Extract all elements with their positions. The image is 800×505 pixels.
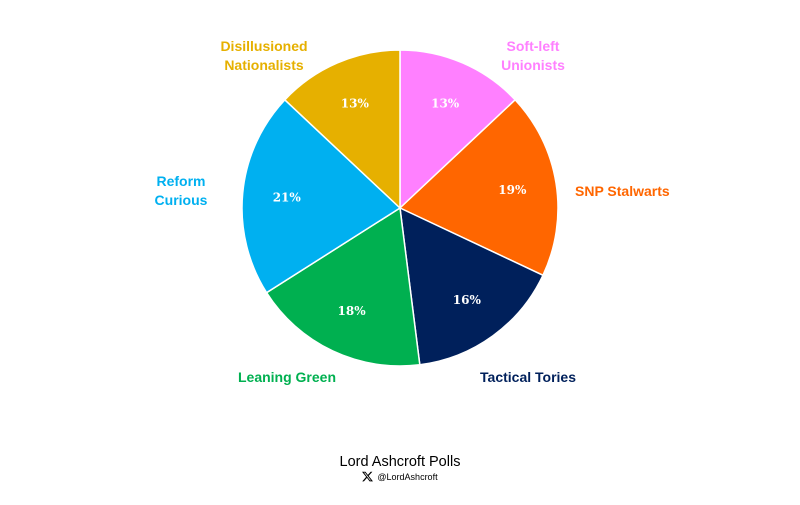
slice-value-labels: 13% 19% 16% 18% 21% 13% xyxy=(273,97,527,318)
pie-slice-leaning-green xyxy=(265,206,421,367)
category-label-reform-curious: Reform Curious xyxy=(155,173,208,208)
pie-slices xyxy=(241,49,559,367)
category-label-tactical-tories: Tactical Tories xyxy=(480,369,576,385)
pie-slice-snp-stalwarts xyxy=(398,98,559,277)
pie-slice-reform-curious xyxy=(241,98,402,294)
category-label-snp-stalwarts: SNP Stalwarts xyxy=(575,183,670,199)
pie-slice-tactical-tories xyxy=(399,206,544,366)
source-label: Lord Ashcroft Polls xyxy=(339,454,461,470)
slice-value-label: 21% xyxy=(273,190,302,204)
slice-value-label: 16% xyxy=(453,293,482,307)
slice-value-label: 18% xyxy=(338,304,367,318)
pie-slice-soft-left-unionists xyxy=(399,49,517,210)
pie-slice-disillusioned-nationalists xyxy=(283,49,401,210)
category-labels: Soft-left Unionists SNP Stalwarts Tactical … xyxy=(155,38,670,385)
slice-value-label: 13% xyxy=(341,97,370,111)
social-handle[interactable]: @LordAshcroft xyxy=(0,471,800,482)
x-logo-icon xyxy=(362,471,374,482)
category-label-leaning-green: Leaning Green xyxy=(238,369,336,385)
category-label-disillusioned-nationalists: Disillusioned Nationalists xyxy=(220,38,307,73)
category-label-soft-left-unionists: Soft-left Unionists xyxy=(501,38,565,73)
handle-text: @LordAshcroft xyxy=(377,471,438,482)
slice-value-label: 19% xyxy=(498,183,527,197)
slice-value-label: 13% xyxy=(431,97,460,111)
